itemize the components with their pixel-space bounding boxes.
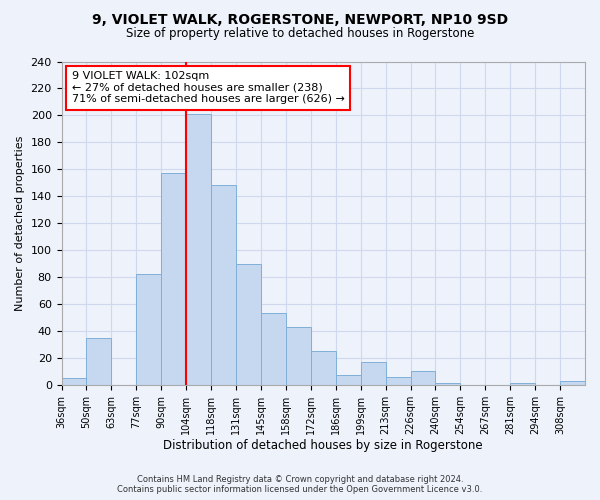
Bar — [510, 384, 535, 385]
Bar — [236, 264, 261, 385]
Y-axis label: Number of detached properties: Number of detached properties — [15, 136, 25, 311]
Bar — [386, 377, 410, 385]
Bar — [361, 362, 386, 385]
Bar — [186, 114, 211, 385]
Bar — [336, 376, 361, 385]
Bar — [211, 186, 236, 385]
Text: 9 VIOLET WALK: 102sqm
← 27% of detached houses are smaller (238)
71% of semi-det: 9 VIOLET WALK: 102sqm ← 27% of detached … — [72, 71, 345, 104]
Bar — [286, 327, 311, 385]
Text: Contains HM Land Registry data © Crown copyright and database right 2024.
Contai: Contains HM Land Registry data © Crown c… — [118, 474, 482, 494]
Bar — [261, 314, 286, 385]
Bar — [136, 274, 161, 385]
Bar — [560, 381, 585, 385]
Bar — [410, 372, 436, 385]
Text: Size of property relative to detached houses in Rogerstone: Size of property relative to detached ho… — [126, 28, 474, 40]
Bar — [86, 338, 112, 385]
Bar — [62, 378, 86, 385]
X-axis label: Distribution of detached houses by size in Rogerstone: Distribution of detached houses by size … — [163, 440, 483, 452]
Text: 9, VIOLET WALK, ROGERSTONE, NEWPORT, NP10 9SD: 9, VIOLET WALK, ROGERSTONE, NEWPORT, NP1… — [92, 12, 508, 26]
Bar — [161, 174, 186, 385]
Bar — [311, 351, 336, 385]
Bar — [436, 384, 460, 385]
